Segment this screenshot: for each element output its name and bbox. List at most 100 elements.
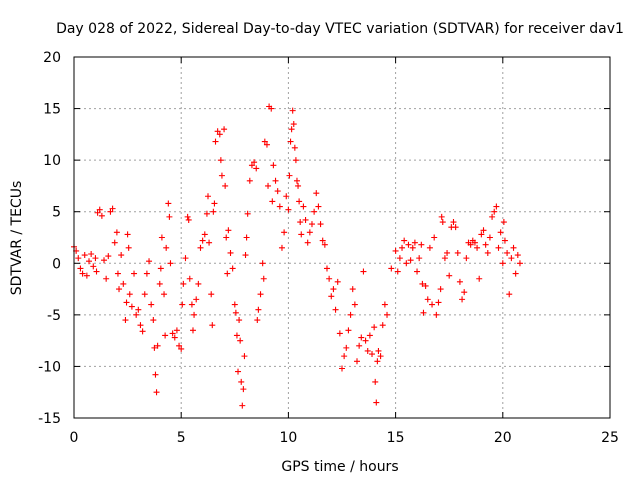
- data-point: [236, 317, 243, 324]
- data-point: [179, 301, 186, 308]
- data-point: [171, 334, 178, 341]
- chart-title: Day 028 of 2022, Sidereal Day-to-day VTE…: [56, 21, 624, 37]
- data-point: [109, 205, 116, 212]
- data-point: [463, 255, 470, 262]
- x-tick-label: 5: [177, 430, 186, 446]
- y-tick-label: -15: [38, 411, 61, 427]
- data-point: [214, 128, 221, 135]
- data-point: [478, 231, 485, 238]
- data-point: [297, 219, 304, 226]
- data-point: [504, 249, 511, 256]
- data-point: [75, 255, 82, 262]
- data-point: [317, 221, 324, 228]
- data-point: [201, 231, 208, 238]
- data-point: [471, 239, 478, 246]
- data-point: [123, 299, 130, 306]
- data-point: [435, 299, 442, 306]
- data-point: [431, 234, 438, 241]
- data-point: [416, 255, 423, 262]
- data-point: [374, 358, 381, 365]
- data-point: [493, 203, 500, 210]
- data-point: [161, 291, 168, 298]
- data-point: [232, 309, 239, 316]
- data-point: [169, 330, 176, 337]
- data-point: [308, 221, 315, 228]
- data-point: [188, 301, 195, 308]
- y-tick-labels: -15 -10 -5 0 5 10 15 20: [38, 50, 61, 427]
- data-point: [403, 260, 410, 267]
- data-point: [486, 234, 493, 241]
- data-point: [311, 208, 318, 215]
- data-point: [162, 332, 169, 339]
- data-point: [210, 208, 217, 215]
- data-point: [278, 244, 285, 251]
- data-point: [491, 208, 498, 215]
- data-point: [291, 144, 298, 151]
- data-point: [369, 351, 376, 358]
- data-point: [107, 208, 114, 215]
- data-point: [186, 275, 193, 282]
- data-point: [287, 138, 294, 145]
- x-axis-label: GPS time / hours: [281, 459, 398, 475]
- data-point: [446, 272, 453, 279]
- data-point: [450, 219, 457, 226]
- data-point: [286, 172, 293, 179]
- y-tick-label: 10: [43, 153, 61, 169]
- data-point: [313, 190, 320, 197]
- data-point: [454, 249, 461, 256]
- data-point: [302, 216, 309, 223]
- data-point: [135, 306, 142, 313]
- data-point: [101, 257, 108, 264]
- data-point: [360, 268, 367, 275]
- data-point: [293, 177, 300, 184]
- data-point: [114, 270, 121, 277]
- data-point: [208, 291, 215, 298]
- data-point: [237, 337, 244, 344]
- x-tick-label: 25: [601, 430, 619, 446]
- data-point: [86, 258, 93, 265]
- data-point: [407, 257, 414, 264]
- data-point: [459, 296, 466, 303]
- data-point: [193, 296, 200, 303]
- data-point: [241, 353, 248, 360]
- data-point: [157, 265, 164, 272]
- data-point: [83, 272, 90, 279]
- data-point: [124, 231, 131, 238]
- data-point: [94, 209, 101, 216]
- data-point: [516, 260, 523, 267]
- data-point: [276, 203, 283, 210]
- data-point: [401, 237, 408, 244]
- data-point: [165, 200, 172, 207]
- data-point: [300, 203, 307, 210]
- data-point: [512, 270, 519, 277]
- y-tick-label: 0: [52, 256, 61, 272]
- data-point: [225, 227, 232, 234]
- data-point: [501, 237, 508, 244]
- data-point: [373, 399, 380, 406]
- data-point: [111, 239, 118, 246]
- data-point: [405, 241, 412, 248]
- y-tick-label: 20: [43, 50, 61, 66]
- data-point: [474, 244, 481, 251]
- data-point: [429, 301, 436, 308]
- y-tick-label: 15: [43, 102, 61, 118]
- data-point: [285, 206, 292, 213]
- data-point: [90, 263, 97, 270]
- data-point: [354, 358, 361, 365]
- data-point: [499, 260, 506, 267]
- data-point: [433, 311, 440, 318]
- data-point: [244, 210, 251, 217]
- data-point: [224, 270, 231, 277]
- data-point: [178, 345, 185, 352]
- data-point: [283, 193, 290, 200]
- data-point: [268, 105, 275, 112]
- data-point: [394, 268, 401, 275]
- data-point: [364, 347, 371, 354]
- data-point: [272, 177, 279, 184]
- data-point: [419, 280, 426, 287]
- data-point: [375, 347, 382, 354]
- data-point: [240, 386, 247, 393]
- data-point: [143, 270, 150, 277]
- data-point: [216, 131, 223, 138]
- data-point: [334, 278, 341, 285]
